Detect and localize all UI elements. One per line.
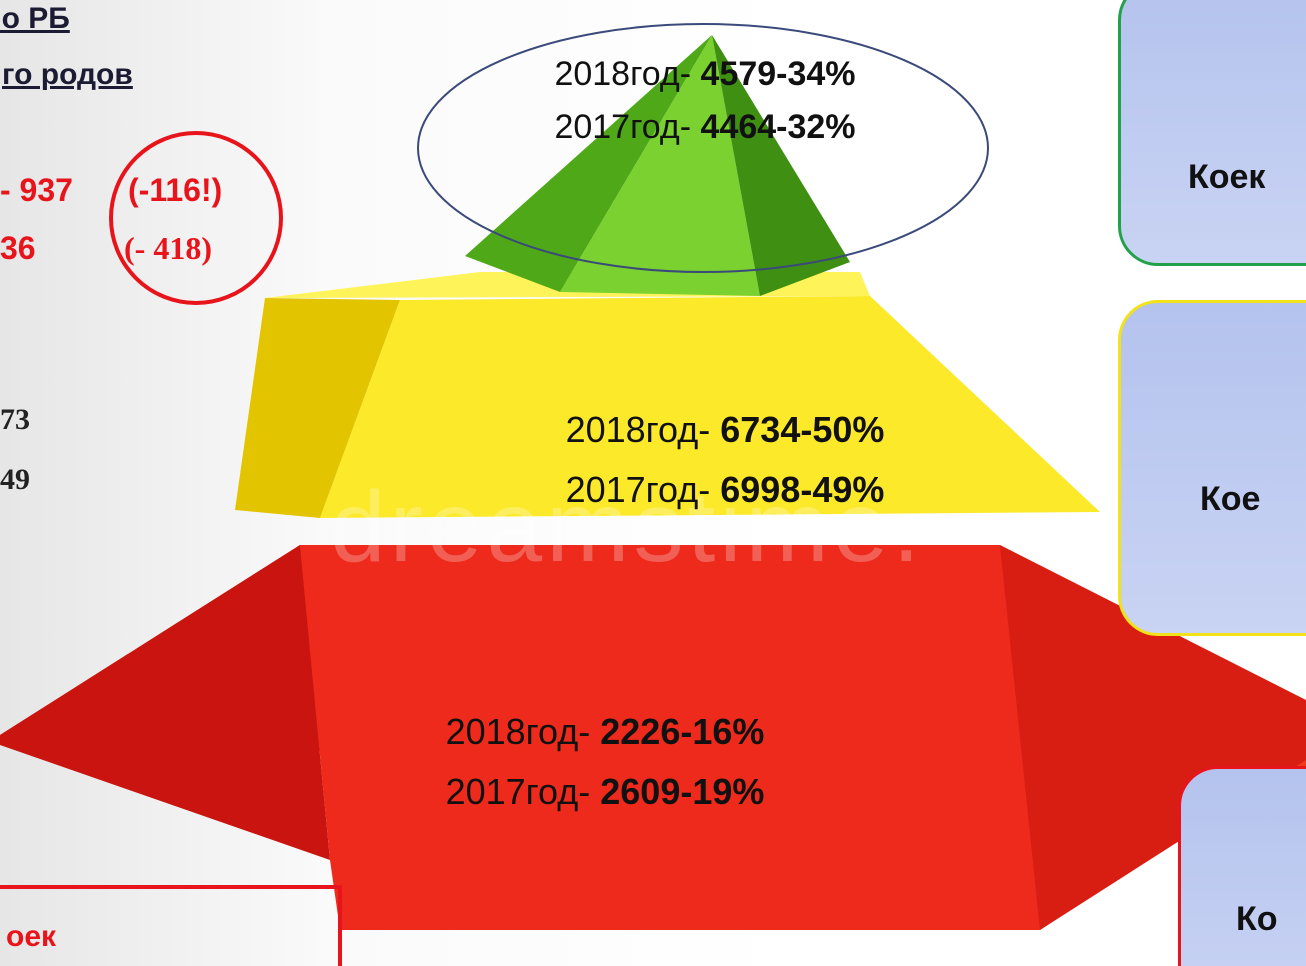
- year-value: 6734-50%: [720, 409, 884, 450]
- number: 73: [0, 403, 30, 437]
- row-value: - 937: [0, 172, 73, 209]
- level-line: 2017год- 4464-32%: [540, 101, 870, 154]
- title-line: го родов: [2, 58, 133, 92]
- level-line: 2017год- 2609-19%: [360, 762, 850, 822]
- right-box-text: Ко: [1236, 900, 1278, 939]
- year-value: 2609-19%: [600, 771, 764, 812]
- year-value: 2226-16%: [600, 711, 764, 752]
- year-label: 2017год-: [554, 108, 691, 146]
- year-value: 4579-34%: [701, 55, 856, 93]
- right-box: [1118, 0, 1306, 266]
- number: 49: [0, 463, 30, 497]
- pyramid-level: 2018год- 4579-34%2017год- 4464-32%: [540, 48, 870, 154]
- row-value: 36: [0, 230, 36, 267]
- red-left-face: [0, 545, 330, 860]
- right-box-text: Коек: [1188, 158, 1265, 197]
- year-label: 2017год-: [566, 469, 711, 510]
- year-value: 6998-49%: [720, 469, 884, 510]
- level-line: 2018год- 4579-34%: [540, 48, 870, 101]
- year-label: 2018год-: [554, 55, 691, 93]
- year-label: 2017год-: [446, 771, 591, 812]
- row-change: (-116!): [128, 172, 222, 209]
- right-box: [1118, 300, 1306, 636]
- pyramid-level: 2018год- 2226-16%2017год- 2609-19%: [360, 702, 850, 822]
- year-label: 2018год-: [566, 409, 711, 450]
- level-line: 2017год- 6998-49%: [480, 460, 970, 520]
- year-label: 2018год-: [446, 711, 591, 752]
- slide: dreamstime. По РБ го родов - 937 (-116!)…: [0, 0, 1306, 966]
- year-value: 4464-32%: [701, 108, 856, 146]
- row-change: (- 418): [124, 230, 212, 267]
- highlight-circle: [111, 133, 281, 303]
- right-box-text: Кое: [1200, 480, 1260, 519]
- title-line: По РБ: [0, 2, 70, 36]
- level-line: 2018год- 2226-16%: [360, 702, 850, 762]
- box-text: оек: [6, 920, 56, 954]
- level-line: 2018год- 6734-50%: [480, 400, 970, 460]
- pyramid-level: 2018год- 6734-50%2017год- 6998-49%: [480, 400, 970, 520]
